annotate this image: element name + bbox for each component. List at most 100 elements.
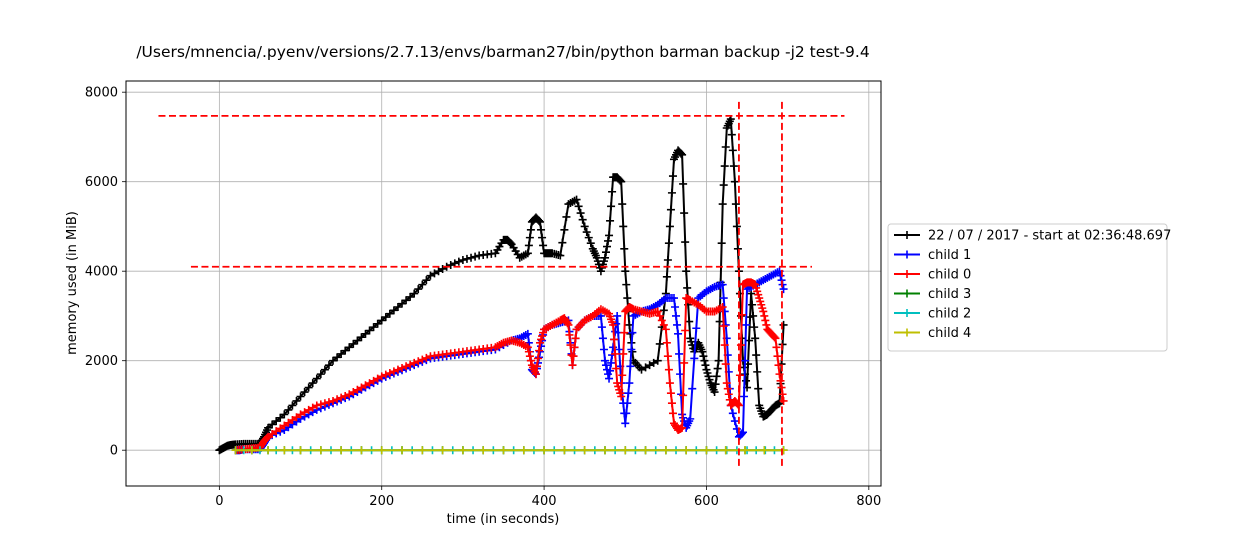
- data-point: [779, 285, 788, 294]
- x-tick-label: 0: [215, 494, 223, 509]
- data-point: [606, 366, 615, 375]
- legend: 22 / 07 / 2017 - start at 02:36:48.697 ch…: [887, 223, 1171, 352]
- data-point: [649, 358, 658, 367]
- data-point: [710, 388, 719, 397]
- data-point: [608, 187, 617, 196]
- data-point: [333, 353, 342, 362]
- data-point: [779, 446, 788, 455]
- data-point: [361, 329, 370, 338]
- data-point: [607, 358, 616, 367]
- data-point: [345, 390, 354, 399]
- data-point: [572, 195, 581, 204]
- data-point: [678, 150, 687, 159]
- data-point: [525, 352, 534, 361]
- data-point: [723, 384, 732, 393]
- legend-marker: [903, 289, 911, 298]
- data-point: [662, 338, 671, 347]
- data-point: [284, 418, 293, 427]
- legend-marker: [903, 250, 911, 259]
- data-point: [329, 356, 338, 365]
- legend-label: child 0: [928, 268, 971, 283]
- data-point: [686, 414, 695, 423]
- data-point: [385, 369, 394, 378]
- legend-label: child 1: [928, 248, 971, 263]
- data-point: [584, 233, 593, 242]
- data-point: [742, 376, 751, 385]
- data-point: [600, 253, 609, 262]
- data-point: [566, 341, 575, 350]
- data-point: [653, 356, 662, 365]
- data-point: [724, 390, 733, 399]
- data-point: [292, 396, 301, 405]
- data-point: [718, 200, 727, 209]
- data-point: [609, 343, 618, 352]
- data-point: [316, 400, 325, 409]
- data-point: [627, 345, 636, 354]
- data-point: [381, 370, 390, 379]
- data-point: [345, 343, 354, 352]
- data-point: [365, 326, 374, 335]
- data-point: [402, 296, 411, 305]
- data-point: [601, 361, 610, 370]
- data-point: [663, 256, 672, 265]
- grid-lines: [126, 81, 881, 486]
- data-point: [312, 374, 321, 383]
- legend-frame: [887, 223, 1168, 352]
- data-point: [525, 233, 534, 242]
- y-tick-label: 4000: [85, 265, 118, 280]
- data-point: [605, 231, 614, 240]
- legend-marker: [903, 328, 911, 337]
- data-point: [628, 328, 637, 337]
- legend-marker: [903, 231, 911, 239]
- data-point: [617, 177, 626, 186]
- data-point: [669, 294, 678, 303]
- data-point: [333, 395, 342, 404]
- data-point: [749, 311, 758, 320]
- data-point: [337, 349, 346, 358]
- data-point: [679, 391, 688, 400]
- data-point: [676, 370, 685, 379]
- data-point: [598, 334, 607, 343]
- data-point: [668, 172, 677, 181]
- data-point: [539, 241, 548, 250]
- data-point: [663, 352, 672, 361]
- data-point: [618, 200, 627, 209]
- data-point: [458, 256, 467, 265]
- data-point: [721, 446, 730, 455]
- data-point: [619, 222, 628, 231]
- data-point: [772, 343, 781, 352]
- data-point: [329, 396, 338, 405]
- data-point: [471, 252, 480, 261]
- data-point: [672, 311, 681, 320]
- data-point: [389, 367, 398, 376]
- data-point: [666, 389, 675, 398]
- legend-marker: [903, 270, 911, 278]
- data-point: [385, 309, 394, 318]
- data-point: [357, 383, 366, 392]
- data-point: [320, 365, 329, 374]
- data-point: [605, 374, 614, 383]
- data-point: [324, 361, 333, 370]
- data-point: [438, 446, 447, 455]
- data-point: [422, 276, 431, 285]
- data-point: [369, 323, 378, 332]
- data-point: [458, 446, 467, 455]
- data-point: [414, 285, 423, 294]
- data-point: [506, 239, 515, 248]
- series-line-0: [218, 118, 785, 452]
- data-point: [618, 371, 627, 380]
- data-point: [776, 271, 785, 280]
- data-point: [304, 405, 313, 414]
- data-point: [438, 264, 447, 273]
- data-point: [681, 238, 690, 247]
- data-point: [418, 280, 427, 289]
- data-point: [381, 313, 390, 322]
- data-point: [730, 177, 739, 186]
- data-point: [361, 381, 370, 390]
- data-point: [728, 146, 737, 155]
- y-tick-label: 6000: [85, 175, 118, 190]
- data-point: [308, 403, 317, 412]
- data-point: [664, 239, 673, 248]
- data-point: [393, 302, 402, 311]
- plot-area: [158, 98, 845, 466]
